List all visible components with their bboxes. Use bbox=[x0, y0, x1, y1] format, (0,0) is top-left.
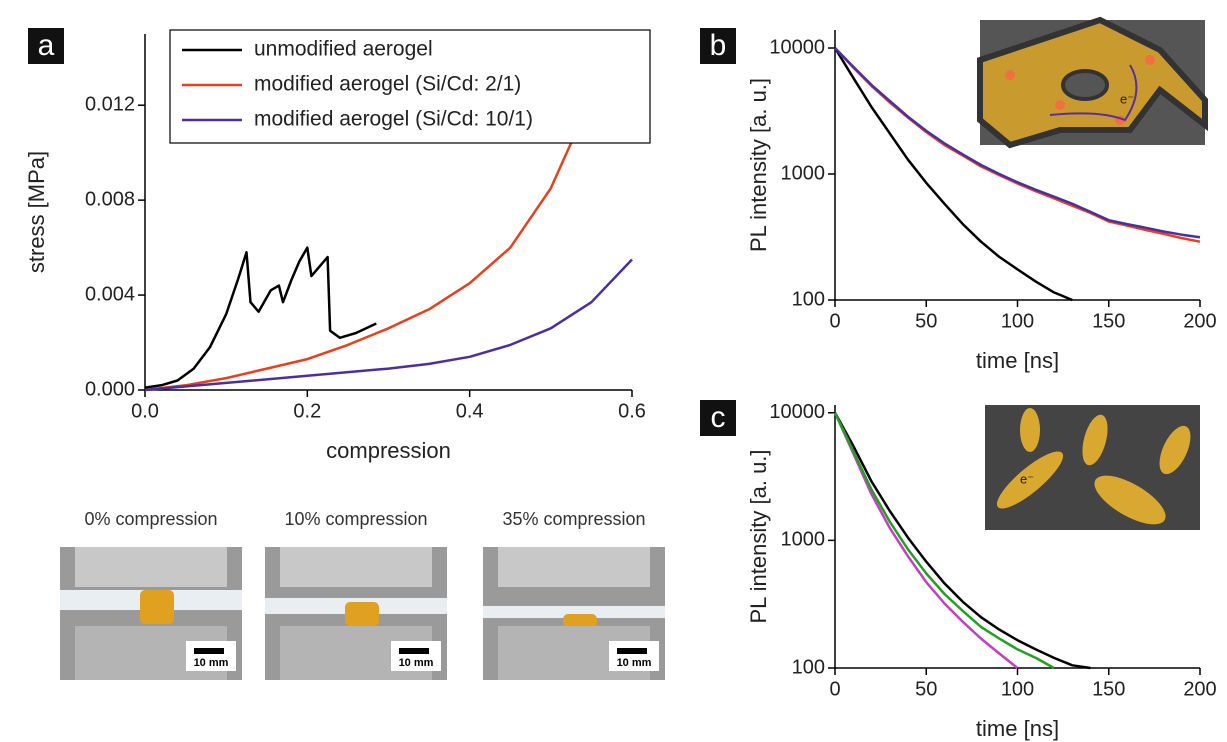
y-axis-label: stress [MPa] bbox=[24, 151, 49, 273]
y-tick-label: 10000 bbox=[769, 401, 825, 423]
panel-label: c bbox=[711, 401, 726, 434]
data-line bbox=[833, 47, 1073, 302]
x-tick-label: 0.0 bbox=[131, 400, 159, 422]
x-axis-label: compression bbox=[326, 438, 451, 463]
x-tick-label: 0 bbox=[829, 310, 840, 332]
photo-press-top bbox=[75, 547, 227, 587]
x-tick-label: 100 bbox=[1001, 310, 1034, 332]
data-line bbox=[144, 133, 577, 392]
inset-label: e⁻ bbox=[1120, 91, 1134, 106]
y-tick-label: 0.004 bbox=[85, 283, 135, 305]
legend-label: modified aerogel (Si/Cd: 10/1) bbox=[254, 108, 533, 131]
legend-label: unmodified aerogel bbox=[254, 38, 433, 61]
panel-label-bg bbox=[28, 28, 64, 64]
photo-sample bbox=[563, 614, 597, 628]
panel-label-bg bbox=[700, 400, 736, 436]
panel-label: a bbox=[38, 29, 55, 62]
data-line bbox=[834, 47, 1201, 239]
legend-box bbox=[169, 29, 651, 144]
scale-box bbox=[609, 641, 659, 671]
legend-label: modified aerogel (Si/Cd: 2/1) bbox=[254, 73, 521, 96]
y-tick-label: 0.012 bbox=[85, 93, 135, 115]
photo-caption: 10% compression bbox=[284, 509, 427, 529]
inset-label: e⁻ bbox=[1020, 471, 1034, 486]
y-axis-label: PL intensity [a. u.] bbox=[746, 449, 771, 623]
x-tick-label: 0.4 bbox=[456, 400, 484, 422]
y-tick-label: 1000 bbox=[781, 529, 826, 551]
scale-bar bbox=[617, 648, 647, 654]
x-tick-label: 50 bbox=[915, 678, 937, 700]
y-tick-label: 100 bbox=[792, 656, 825, 678]
y-tick-label: 10000 bbox=[769, 36, 825, 58]
x-tick-label: 0.2 bbox=[293, 400, 321, 422]
data-line bbox=[833, 412, 1055, 670]
x-tick-label: 0 bbox=[829, 678, 840, 700]
x-axis-label: time [ns] bbox=[976, 716, 1059, 741]
y-axis-label: PL intensity [a. u.] bbox=[746, 78, 771, 252]
photo-sample bbox=[140, 590, 174, 624]
photo-press-top bbox=[280, 547, 432, 587]
x-tick-label: 100 bbox=[1001, 678, 1034, 700]
scale-box bbox=[186, 641, 236, 671]
data-line bbox=[833, 412, 1091, 670]
x-tick-label: 150 bbox=[1092, 678, 1125, 700]
scale-label: 10 mm bbox=[617, 657, 652, 669]
x-tick-label: 50 bbox=[915, 310, 937, 332]
photo-press-top bbox=[498, 547, 650, 587]
inset-b bbox=[977, 16, 1208, 149]
panel-label: b bbox=[710, 29, 727, 62]
photo-plate bbox=[483, 606, 665, 618]
x-tick-label: 150 bbox=[1092, 310, 1125, 332]
scale-bar bbox=[194, 648, 224, 654]
x-tick-label: 0.6 bbox=[618, 400, 646, 422]
photo-caption: 0% compression bbox=[84, 509, 217, 529]
scale-label: 10 mm bbox=[194, 657, 229, 669]
x-axis-label: time [ns] bbox=[976, 348, 1059, 373]
x-tick-label: 200 bbox=[1183, 678, 1216, 700]
data-line bbox=[144, 258, 633, 392]
scale-label: 10 mm bbox=[399, 657, 434, 669]
photo-caption: 35% compression bbox=[502, 509, 645, 529]
y-tick-label: 1000 bbox=[781, 162, 826, 184]
scale-bar bbox=[399, 648, 429, 654]
panel-label-bg bbox=[700, 28, 736, 64]
x-tick-label: 200 bbox=[1183, 310, 1216, 332]
y-tick-label: 0.000 bbox=[85, 378, 135, 400]
scale-box bbox=[391, 641, 441, 671]
data-line bbox=[144, 246, 377, 389]
y-tick-label: 0.008 bbox=[85, 188, 135, 210]
data-line bbox=[833, 412, 1019, 669]
inset-c bbox=[985, 405, 1200, 530]
photo-sample bbox=[345, 602, 379, 626]
y-tick-label: 100 bbox=[792, 288, 825, 310]
